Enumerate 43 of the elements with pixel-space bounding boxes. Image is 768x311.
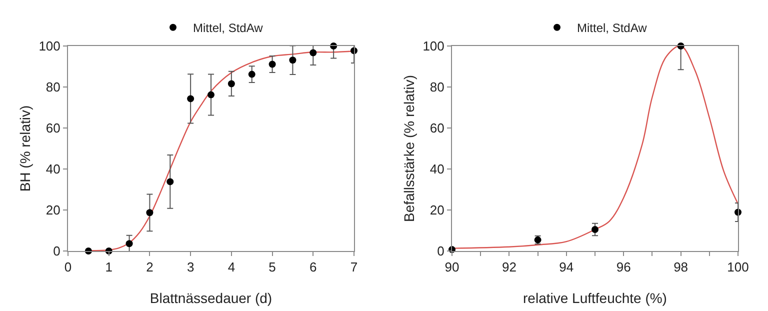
y-axis-title: BH (% relativ) bbox=[17, 105, 33, 192]
y-tick-label: 60 bbox=[430, 120, 444, 136]
y-tick-label: 40 bbox=[430, 162, 444, 177]
x-tick-label: 3 bbox=[186, 260, 194, 275]
y-tick-label: 80 bbox=[430, 80, 444, 95]
x-tick-label: 90 bbox=[444, 260, 460, 275]
legend-label: Mittel, StdAw bbox=[577, 21, 648, 36]
point bbox=[166, 178, 174, 186]
y-tick-label: 0 bbox=[53, 244, 60, 259]
x-tick-label: 2 bbox=[146, 260, 154, 275]
x-tick-label: 4 bbox=[228, 260, 236, 275]
x-tick-label: 96 bbox=[616, 260, 631, 275]
x-tick-label: 94 bbox=[559, 260, 574, 275]
point bbox=[208, 91, 214, 98]
x-tick-label: 6 bbox=[310, 260, 317, 275]
x-tick-label: 100 bbox=[727, 260, 749, 275]
point bbox=[592, 226, 598, 233]
point bbox=[310, 49, 317, 56]
y-tick-label: 100 bbox=[422, 38, 444, 54]
x-tick-label: 92 bbox=[502, 260, 516, 275]
y-tick-label: 40 bbox=[46, 162, 60, 177]
point bbox=[146, 209, 154, 216]
y-tick-label: 20 bbox=[430, 202, 444, 218]
x-axis-title: Blattnässedauer (d) bbox=[150, 290, 272, 306]
x-tick-label: 0 bbox=[64, 260, 72, 275]
point bbox=[187, 95, 194, 102]
point bbox=[289, 56, 296, 64]
point bbox=[228, 80, 235, 88]
y-tick-label: 60 bbox=[46, 120, 60, 136]
x-tick-label: 5 bbox=[268, 260, 276, 275]
y-axis-title: Befallsstärke (% relativ) bbox=[401, 74, 417, 222]
x-tick-label: 1 bbox=[105, 260, 112, 275]
y-tick-label: 80 bbox=[46, 80, 60, 95]
x-tick-label: 98 bbox=[674, 260, 688, 275]
y-tick-label: 0 bbox=[437, 244, 444, 259]
x-axis-title: relative Luftfeuchte (%) bbox=[523, 290, 667, 306]
legend-label: Mittel, StdAw bbox=[193, 21, 264, 36]
point bbox=[268, 60, 276, 68]
point bbox=[126, 240, 133, 248]
point bbox=[248, 70, 256, 78]
x-tick-label: 7 bbox=[350, 260, 358, 275]
y-tick-label: 20 bbox=[46, 202, 60, 218]
y-tick-label: 100 bbox=[38, 38, 60, 54]
